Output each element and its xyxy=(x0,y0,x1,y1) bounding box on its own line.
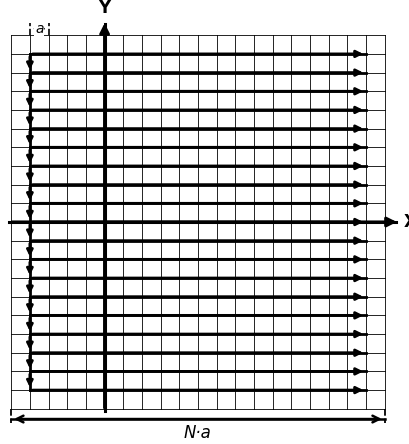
Text: Y: Y xyxy=(99,0,111,16)
Text: a: a xyxy=(35,22,43,36)
Text: X: X xyxy=(403,213,409,231)
Text: N·a: N·a xyxy=(184,424,212,442)
